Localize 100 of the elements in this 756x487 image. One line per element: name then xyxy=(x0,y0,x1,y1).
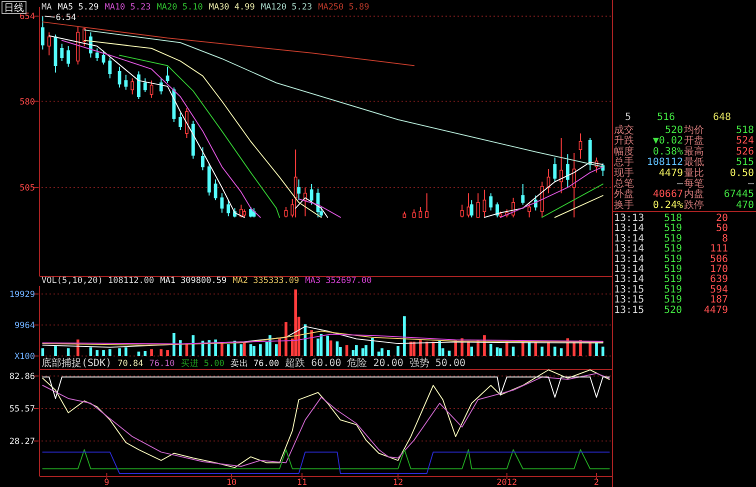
y-tick-label: 9964 xyxy=(14,321,35,331)
text: 幅度 xyxy=(614,145,634,158)
text: MA2 335333.09 xyxy=(232,276,300,286)
bar xyxy=(160,349,163,356)
text: 13:15 xyxy=(614,304,644,316)
bar xyxy=(252,346,256,356)
text: 70.84 xyxy=(118,359,144,369)
series-label: 卖出 76.00 xyxy=(230,358,280,369)
text: 0.50 xyxy=(730,168,754,179)
text: 开盘 xyxy=(684,134,704,147)
bar xyxy=(96,350,99,356)
line-series xyxy=(42,334,604,344)
bar xyxy=(108,349,112,356)
text: MA30 4.99 xyxy=(208,2,255,12)
y-tick-label: 28.27 xyxy=(9,437,35,448)
text: 518 xyxy=(736,125,754,136)
text: 13:15 xyxy=(614,284,644,296)
text: MA120 5.23 xyxy=(260,2,312,12)
text: 519 xyxy=(664,233,682,244)
text: 518 xyxy=(664,213,682,224)
bar xyxy=(345,345,348,356)
bar xyxy=(226,344,230,356)
candlestick xyxy=(572,152,576,218)
text: MA250 5.89 xyxy=(318,2,370,12)
candlestick xyxy=(294,149,298,218)
bar xyxy=(489,344,492,356)
bar xyxy=(412,342,416,356)
text: 外盘 xyxy=(614,188,634,200)
text: 13:13 xyxy=(614,213,644,224)
bar xyxy=(601,346,604,356)
bar xyxy=(371,338,374,356)
x-tick-label: 9 xyxy=(104,478,110,487)
text: 13:14 xyxy=(614,233,644,244)
bar xyxy=(377,352,380,356)
text: MA20 5.10 xyxy=(156,2,203,12)
text: 0.38% xyxy=(652,146,683,158)
text: 519 xyxy=(664,254,682,265)
x-tick-label: 12 xyxy=(392,478,404,487)
bar xyxy=(553,346,556,356)
annotation: 6.54 xyxy=(56,13,76,24)
bar xyxy=(419,340,422,356)
bar xyxy=(448,350,451,356)
text: 量比 xyxy=(684,166,704,179)
candlestick xyxy=(66,46,70,68)
text: 4479 xyxy=(704,304,728,316)
text: 现手 xyxy=(614,166,634,179)
text: 买进 5.00 xyxy=(180,358,224,369)
text: 526 xyxy=(736,146,754,158)
text: 187 xyxy=(710,294,728,306)
text: 成交 xyxy=(614,124,634,136)
bar xyxy=(470,346,474,356)
text: 最高 xyxy=(684,145,704,158)
text: 111 xyxy=(710,244,728,255)
text: 总手 xyxy=(613,156,634,168)
bar xyxy=(284,322,288,356)
bar xyxy=(403,316,406,356)
bar xyxy=(102,350,105,356)
bar xyxy=(396,346,400,356)
x-tick-label: 11 xyxy=(296,478,308,487)
text: 648 xyxy=(712,112,732,123)
bar xyxy=(467,342,470,356)
text: 40667 xyxy=(652,189,683,200)
chart-title: VOL(5,10,20) 108112.00 xyxy=(42,276,154,286)
chart-title: 底部捕捉(SDK) xyxy=(42,357,112,369)
text: 520 xyxy=(664,125,683,136)
y-tick-label: 654 xyxy=(20,12,35,22)
text: 内盘 xyxy=(684,188,704,200)
bar xyxy=(310,330,313,356)
text: MA3 352697.00 xyxy=(305,276,372,286)
text: — xyxy=(748,178,755,190)
text: 170 xyxy=(710,264,728,275)
text: 67445 xyxy=(724,189,754,200)
line-series xyxy=(42,21,415,66)
bar xyxy=(144,351,147,356)
text: 594 xyxy=(710,284,728,296)
text: 520 xyxy=(664,304,682,316)
text: 13:15 xyxy=(614,294,644,306)
text: 50 xyxy=(716,223,728,234)
bar xyxy=(326,336,329,356)
text: 总笔 xyxy=(613,178,634,190)
text: 519 xyxy=(664,284,682,296)
text: 524 xyxy=(736,136,754,147)
text: 515 xyxy=(736,157,754,168)
bar xyxy=(150,349,153,356)
legend-title: MA xyxy=(42,2,52,12)
text: 8 xyxy=(722,233,728,244)
text: 76.10 xyxy=(149,359,175,369)
text: 639 xyxy=(710,274,728,286)
text: 519 xyxy=(664,223,682,234)
bar xyxy=(41,348,44,356)
x-tick-label: 2012 xyxy=(496,478,518,487)
bar xyxy=(512,346,515,356)
x-tick-label: 10 xyxy=(226,478,237,487)
bar xyxy=(258,344,262,356)
y-tick-label: 55.57 xyxy=(9,404,35,415)
text: 换手 xyxy=(614,198,634,211)
bar xyxy=(294,289,297,356)
bar xyxy=(166,350,169,356)
candlestick xyxy=(560,138,563,194)
bar xyxy=(387,350,390,356)
